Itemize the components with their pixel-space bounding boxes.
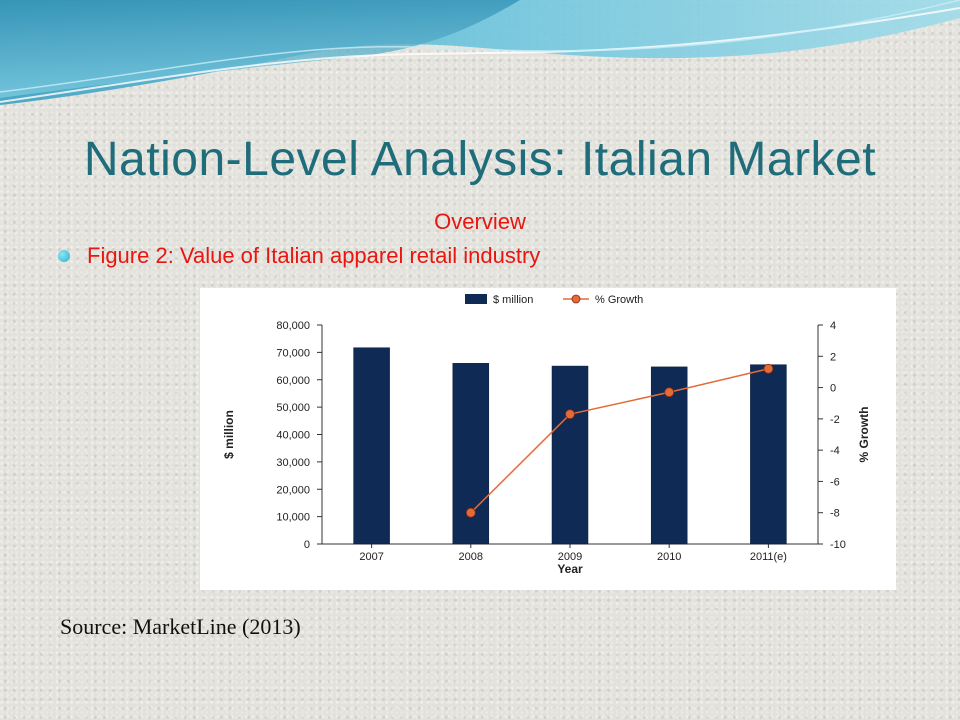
y-tick-label-left: 0 [304,539,310,551]
y-tick-label-left: 70,000 [276,347,310,359]
x-tick-label: 2008 [459,551,483,563]
y-tick-label-left: 50,000 [276,402,310,414]
legend-swatch-bar [465,294,487,304]
bar-2009 [551,365,589,545]
bar-2007 [353,347,390,545]
growth-point [465,507,476,518]
y-tick-label-right: 0 [830,383,836,395]
legend-swatch-marker [571,294,581,304]
y-tick-label-right: -2 [830,414,840,426]
slide-title: Nation-Level Analysis: Italian Market [83,133,877,186]
bullet-text: Figure 2: Value of Italian apparel retai… [87,243,541,268]
y-tick-label-right: -8 [830,508,840,520]
x-tick-label: 2007 [359,551,383,563]
y-axis-title-right: % Growth [857,407,871,463]
x-tick-label: 2009 [558,551,582,563]
y-tick-label-right: 4 [830,320,836,332]
x-tick-label: 2010 [657,551,681,563]
y-axis-title-left: $ million [222,410,236,459]
x-tick-label: 2011(e) [750,551,787,563]
bar-2011(e) [750,364,787,545]
chart-container: 0 10,000 20,000 30,000 40,000 50,000 60,000 70,… [200,288,896,590]
y-tick-label-left: 60,000 [276,375,310,387]
growth-line [470,368,769,514]
slide-subtitle: Overview [434,209,526,234]
growth-point [664,387,675,398]
growth-point [565,409,575,420]
y-tick-label-left: 10,000 [276,512,310,524]
y-tick-label-left: 80,000 [276,320,310,332]
source-citation: Source: MarketLine (2013) [60,614,301,639]
y-tick-label-right: 2 [830,351,836,363]
x-axis-title: Year [557,562,583,576]
bullet-icon [58,250,70,262]
decorative-wave-header [0,0,960,105]
bar-line-chart: 0 10,000 20,000 30,000 40,000 50,000 60,000 70,… [222,294,871,576]
y-tick-label-right: -6 [830,476,840,488]
y-tick-label-right: -10 [830,539,846,551]
y-tick-label-right: -4 [830,445,840,457]
bullet-item: Figure 2: Value of Italian apparel retai… [58,243,540,269]
y-tick-label-left: 40,000 [276,430,310,442]
y-tick-label-left: 30,000 [276,457,310,469]
legend-label-bar: $ million [493,294,533,306]
y-tick-label-left: 20,000 [276,484,310,496]
growth-point [763,363,774,374]
legend-label-line: % Growth [595,294,643,306]
